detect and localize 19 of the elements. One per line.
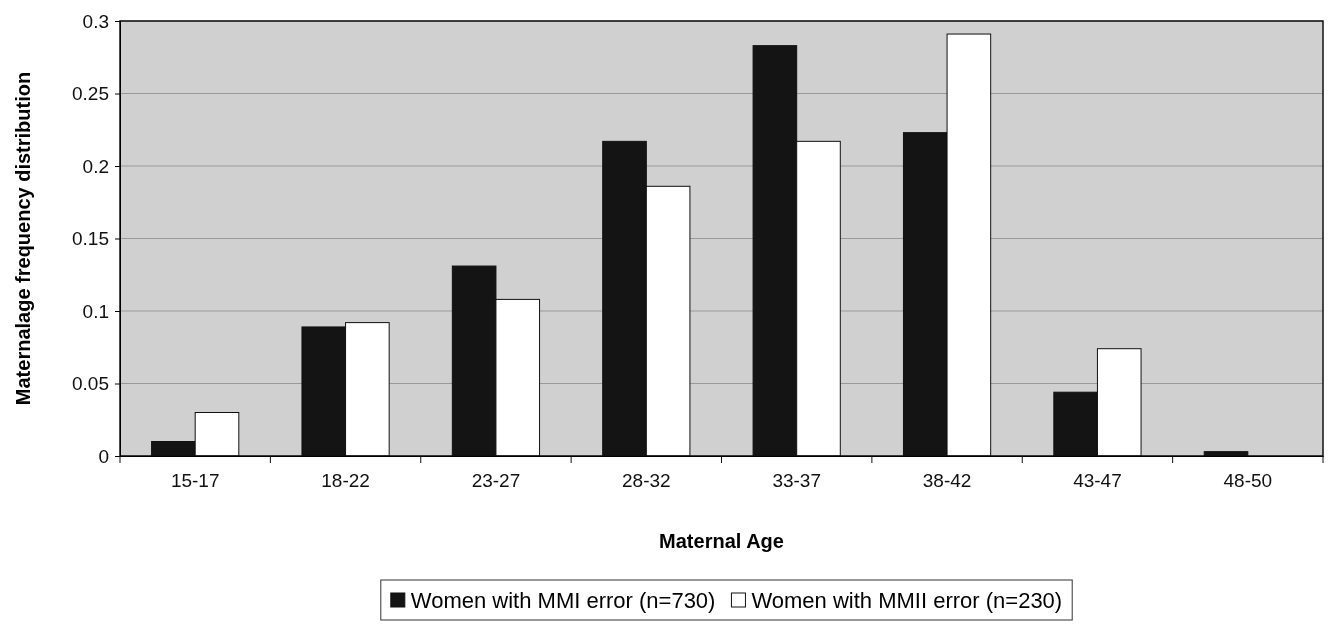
y-tick-label: 0.05 [72, 373, 109, 395]
y-tick-label: 0.3 [82, 10, 109, 32]
y-tick-label: 0.1 [82, 300, 109, 322]
y-tick-label: 0.25 [72, 83, 109, 105]
x-tick-label: 48-50 [1223, 470, 1273, 492]
x-tick-label: 23-27 [471, 470, 521, 492]
x-tick-label: 15-17 [170, 470, 220, 492]
x-tick-label: 43-47 [1073, 470, 1122, 492]
x-axis-title: Maternal Age [659, 530, 784, 552]
y-tick-label: 0.15 [72, 228, 109, 250]
y-tick-label: 0.2 [82, 155, 109, 177]
x-tick-label: 33-37 [772, 470, 821, 492]
x-tick-label: 18-22 [321, 470, 370, 492]
y-axis-title: Maternalage frequency distribution [12, 71, 34, 406]
y-tick-label: 0 [98, 445, 109, 467]
legend-label: Women with MMII error (n=230) [751, 588, 1063, 613]
x-tick-label: 38-42 [922, 470, 972, 492]
x-tick-label: 28-32 [622, 470, 671, 492]
legend-label: Women with MMI error (n=730) [410, 588, 716, 613]
